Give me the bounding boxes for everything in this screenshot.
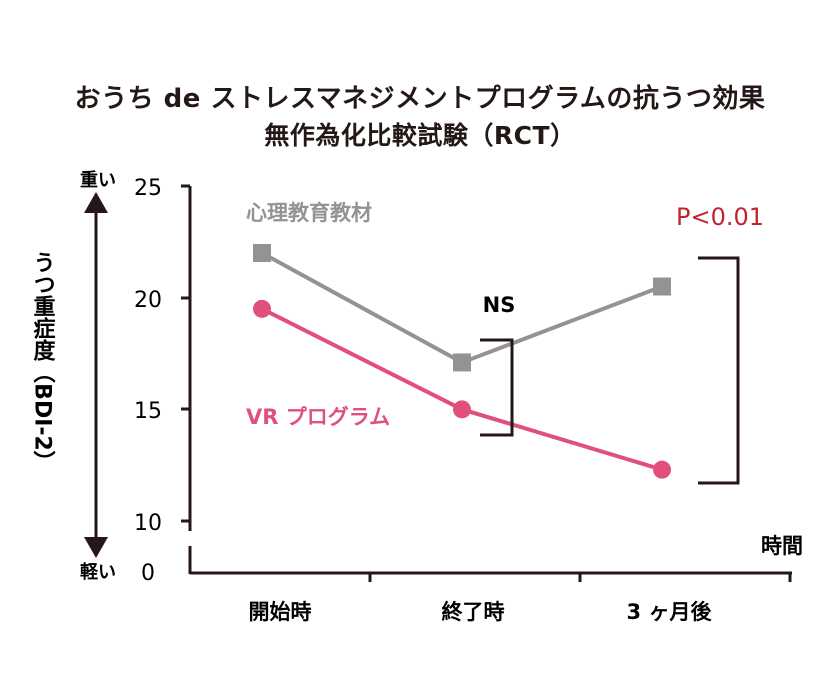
series-line-vr bbox=[261, 307, 663, 472]
severity-arrow bbox=[84, 192, 108, 558]
x-axis-label: 時間 bbox=[761, 534, 803, 558]
y-axis-label: うつ重症度（BDI-2） bbox=[30, 251, 56, 473]
data-point-psychoeducation-1 bbox=[453, 353, 471, 372]
chart-subtitle: 無作為化比較試験（RCT） bbox=[264, 121, 576, 150]
y-tick-label: 0 bbox=[141, 561, 155, 586]
y-axis bbox=[181, 184, 192, 574]
y-tick-label: 25 bbox=[134, 176, 162, 201]
chart-title: おうち de ストレスマネジメントプログラムの抗うつ効果 bbox=[74, 84, 766, 114]
p-bracket bbox=[698, 256, 740, 485]
data-point-psychoeducation-2 bbox=[653, 277, 671, 296]
data-point-vr-1 bbox=[453, 400, 471, 419]
series-label-vr: VR プログラム bbox=[246, 405, 390, 429]
data-point-psychoeducation-0 bbox=[253, 244, 271, 262]
x-tick-label: 終了時 bbox=[442, 600, 505, 624]
p-value-label: P<0.01 bbox=[676, 203, 764, 231]
severity-low-label: 軽い bbox=[80, 561, 116, 583]
data-point-vr-2 bbox=[653, 460, 671, 479]
y-tick-label: 10 bbox=[134, 511, 162, 536]
x-axis bbox=[190, 571, 792, 582]
ns-bracket bbox=[480, 338, 514, 437]
series-label-psychoeducation: 心理教育教材 bbox=[246, 201, 372, 225]
data-point-vr-0 bbox=[253, 299, 271, 318]
series-layer bbox=[253, 244, 671, 479]
severity-high-label: 重い bbox=[80, 169, 116, 191]
x-tick-label: 3 ヶ月後 bbox=[627, 600, 713, 624]
ns-label: NS bbox=[483, 293, 516, 317]
series-line-psychoeducation bbox=[261, 251, 663, 365]
y-tick-label: 15 bbox=[134, 399, 162, 424]
y-tick-label: 20 bbox=[134, 288, 162, 313]
x-tick-label: 開始時 bbox=[249, 600, 312, 624]
